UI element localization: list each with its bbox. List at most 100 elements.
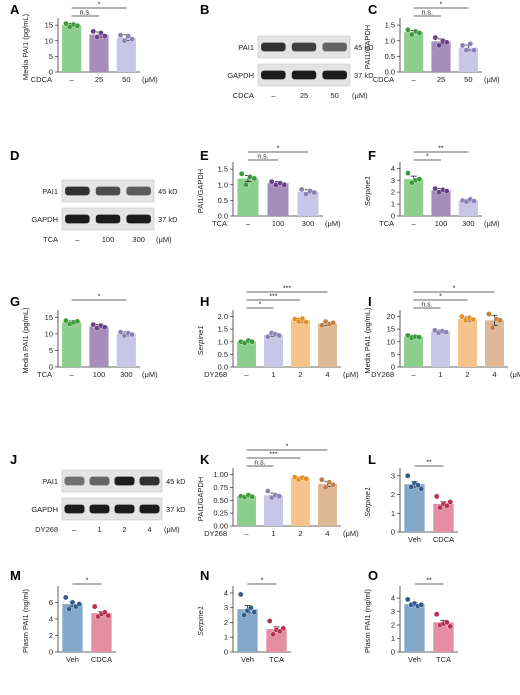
x-tick-label: – <box>412 75 417 84</box>
unit-label: (μM) <box>484 219 500 228</box>
data-point <box>418 602 425 608</box>
panel-m: M 0 2 4 6 Plasm PAI1 (ng/ml) Veh CDCA * <box>10 568 116 664</box>
sig-label: ** <box>426 460 432 467</box>
y-tick-label: 0.5 <box>385 52 395 61</box>
sig-label: ** <box>438 146 444 153</box>
data-point <box>270 631 276 638</box>
data-point <box>295 318 302 325</box>
condition-label: 100 <box>102 235 115 244</box>
data-point <box>66 606 72 612</box>
blot-band <box>64 504 85 514</box>
panel-c: C 0.0 0.5 1.0 1.5 PAI1/GAPDH – 25 50 CDCA (μM) n.s.… <box>363 2 500 85</box>
sig-label: * <box>261 578 264 585</box>
x-tick-label: 2 <box>298 529 302 538</box>
bar <box>318 323 337 367</box>
unit-label: (μM) <box>142 75 158 84</box>
y-axis-label: Plasm PAI1 (ng/ml) <box>363 588 372 653</box>
x-tick-label: – <box>244 370 249 379</box>
data-point <box>405 27 411 33</box>
panel-label-k: K <box>200 452 210 467</box>
condition-label: 2 <box>122 525 126 534</box>
bar <box>237 496 256 526</box>
data-point <box>63 317 69 324</box>
data-point <box>471 47 477 53</box>
panel-k: K 0.00 0.25 0.50 0.75 1.00 PAI1/GAPDH – 1 2 4 DY268… <box>196 444 359 539</box>
bar <box>237 609 258 652</box>
bar <box>431 331 450 367</box>
sig-label: * <box>453 286 456 293</box>
panel-label-e: E <box>200 148 209 163</box>
y-tick-label: 10 <box>387 337 395 346</box>
y-tick-label: 1.0 <box>385 36 395 45</box>
treatment-label: DY268 <box>35 525 58 534</box>
unit-label: (μM) <box>484 75 500 84</box>
blot-band <box>139 476 160 486</box>
sig-label: * <box>440 2 443 9</box>
data-point <box>91 603 98 610</box>
data-point <box>266 618 273 624</box>
bar <box>264 495 283 526</box>
size-label: 45 kD <box>166 477 186 486</box>
y-tick-label: 1.5 <box>385 21 395 30</box>
data-point <box>248 604 254 611</box>
y-axis-label: Serpine1 <box>363 487 372 517</box>
blot-band <box>291 42 317 52</box>
unit-label: (μM) <box>156 235 172 244</box>
y-tick-label: 0.50 <box>213 496 228 505</box>
bar <box>404 484 425 532</box>
x-tick-label: 300 <box>302 219 315 228</box>
data-point <box>433 493 440 500</box>
y-tick-label: 2 <box>391 490 395 499</box>
bar <box>404 179 424 216</box>
bar <box>404 604 425 652</box>
data-point <box>303 191 309 197</box>
data-point <box>129 331 135 338</box>
size-label: 45 kD <box>354 43 374 52</box>
bar <box>267 183 289 216</box>
y-tick-label: 3 <box>391 176 395 185</box>
panel-e: E 0.0 0.5 1.0 1.5 PAI1/GAPDH – 100 300 TCA (μM) n.s… <box>196 146 341 229</box>
y-tick-label: 1.0 <box>218 180 228 189</box>
data-point <box>303 475 309 482</box>
x-tick-label: 25 <box>95 75 103 84</box>
data-point <box>102 609 108 616</box>
data-point <box>117 329 124 336</box>
bar <box>291 478 310 526</box>
sig-label: n.s. <box>80 10 91 17</box>
y-tick-label: 10 <box>45 329 53 338</box>
y-tick-label: 0 <box>224 648 228 657</box>
data-point <box>129 36 135 42</box>
x-tick-label: TCA <box>436 655 451 664</box>
protein-label: GAPDH <box>31 215 58 224</box>
x-tick-label: 50 <box>122 75 130 84</box>
y-tick-label: 0.00 <box>213 522 228 531</box>
x-tick-label: Veh <box>408 655 421 664</box>
blot-band <box>89 476 110 486</box>
sig-label: * <box>86 578 89 585</box>
y-tick-label: 0.5 <box>218 196 228 205</box>
blot-band <box>322 70 347 80</box>
y-tick-label: 6 <box>49 598 53 607</box>
data-point <box>330 482 336 488</box>
x-tick-label: 2 <box>465 370 469 379</box>
panel-label-a: A <box>10 2 20 17</box>
x-tick-label: 300 <box>462 219 475 228</box>
panel-l: L 0 1 2 3 Serpine1 Veh CDCA ** <box>363 452 458 544</box>
data-point <box>105 612 112 619</box>
blot-band <box>261 42 286 52</box>
y-tick-label: 20 <box>387 312 395 321</box>
panel-label-b: B <box>200 2 209 17</box>
data-point <box>299 315 306 322</box>
data-point <box>76 601 83 607</box>
y-tick-label: 0 <box>391 363 395 372</box>
treatment-label: TCA <box>37 370 52 379</box>
data-point <box>280 625 287 632</box>
panel-a: A 0 5 10 15 Media PAI1 (pg/mL) – 25 50 CDCA (μM) n.… <box>10 2 158 85</box>
x-tick-label: 1 <box>438 370 442 379</box>
data-point <box>433 611 440 618</box>
blot-band <box>114 504 135 514</box>
blot-band <box>65 186 90 196</box>
blot-band <box>95 214 121 224</box>
data-point <box>281 181 288 188</box>
